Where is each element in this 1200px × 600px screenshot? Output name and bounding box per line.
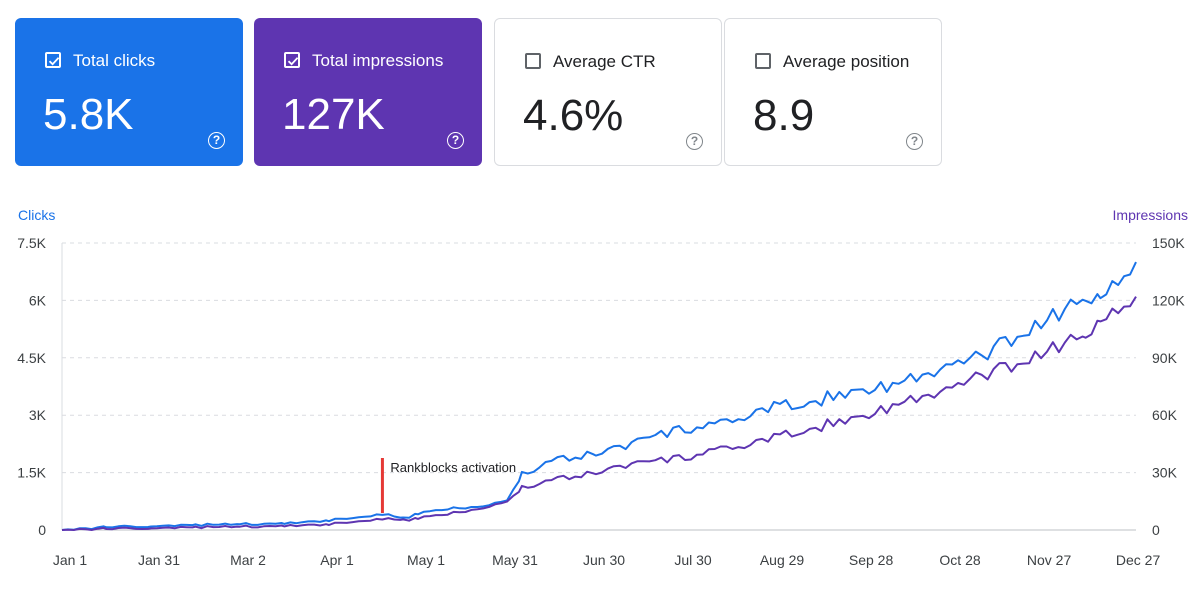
card-value: 4.6% bbox=[523, 91, 624, 140]
x-tick-label: Nov 27 bbox=[1027, 552, 1072, 568]
right-tick-label: 90K bbox=[1152, 350, 1178, 366]
x-tick-label: May 1 bbox=[407, 552, 445, 568]
left-tick-label: 1.5K bbox=[17, 465, 46, 481]
right-tick-label: 120K bbox=[1152, 292, 1185, 308]
total-impressions-card[interactable]: Total impressions 127K ? bbox=[254, 18, 482, 166]
card-value: 5.8K bbox=[43, 90, 134, 139]
left-tick-label: 4.5K bbox=[17, 350, 46, 366]
card-label: Total clicks bbox=[73, 51, 156, 70]
x-tick-label: Oct 28 bbox=[939, 552, 980, 568]
left-tick-label: 0 bbox=[38, 522, 46, 538]
checkbox-icon[interactable] bbox=[284, 52, 300, 68]
x-tick-label: May 31 bbox=[492, 552, 538, 568]
clicks-series-line bbox=[61, 261, 1137, 531]
x-tick-label: Apr 1 bbox=[320, 552, 354, 568]
left-tick-label: 3K bbox=[29, 407, 47, 423]
checkbox-icon[interactable] bbox=[755, 53, 771, 69]
card-label: Total impressions bbox=[312, 51, 444, 70]
x-tick-label: Dec 27 bbox=[1116, 552, 1161, 568]
right-tick-label: 0 bbox=[1152, 522, 1160, 538]
right-tick-label: 60K bbox=[1152, 407, 1178, 423]
x-tick-label: Jun 30 bbox=[583, 552, 625, 568]
left-tick-label: 6K bbox=[29, 292, 47, 308]
help-icon[interactable]: ? bbox=[906, 133, 923, 150]
x-tick-label: Sep 28 bbox=[849, 552, 894, 568]
help-icon[interactable]: ? bbox=[447, 132, 464, 149]
card-label: Average position bbox=[783, 52, 910, 71]
card-value: 127K bbox=[282, 90, 385, 139]
left-tick-label: 7.5K bbox=[17, 235, 46, 251]
total-clicks-card[interactable]: Total clicks 5.8K ? bbox=[15, 18, 243, 166]
x-tick-label: Aug 29 bbox=[760, 552, 805, 568]
card-label: Average CTR bbox=[553, 52, 656, 71]
average-ctr-card[interactable]: Average CTR 4.6% ? bbox=[494, 18, 722, 166]
performance-chart: Clicks Impressions 0 0 1.5K 30K 3K 60K 4.5K 90K 6K… bbox=[17, 207, 1188, 568]
checkbox-icon[interactable] bbox=[45, 52, 61, 68]
right-tick-label: 150K bbox=[1152, 235, 1185, 251]
x-tick-label: Jul 30 bbox=[674, 552, 712, 568]
left-axis-title: Clicks bbox=[18, 207, 55, 223]
x-tick-label: Jan 31 bbox=[138, 552, 180, 568]
x-tick-label: Jan 1 bbox=[53, 552, 87, 568]
help-icon[interactable]: ? bbox=[208, 132, 225, 149]
help-icon[interactable]: ? bbox=[686, 133, 703, 150]
card-value: 8.9 bbox=[753, 91, 815, 140]
annotation-label: Rankblocks activation bbox=[390, 460, 516, 475]
checkbox-icon[interactable] bbox=[525, 53, 541, 69]
x-tick-label: Mar 2 bbox=[230, 552, 266, 568]
right-tick-label: 30K bbox=[1152, 465, 1178, 481]
average-position-card[interactable]: Average position 8.9 ? bbox=[724, 18, 942, 166]
impressions-series-line bbox=[61, 296, 1137, 531]
right-axis-title: Impressions bbox=[1113, 207, 1188, 223]
